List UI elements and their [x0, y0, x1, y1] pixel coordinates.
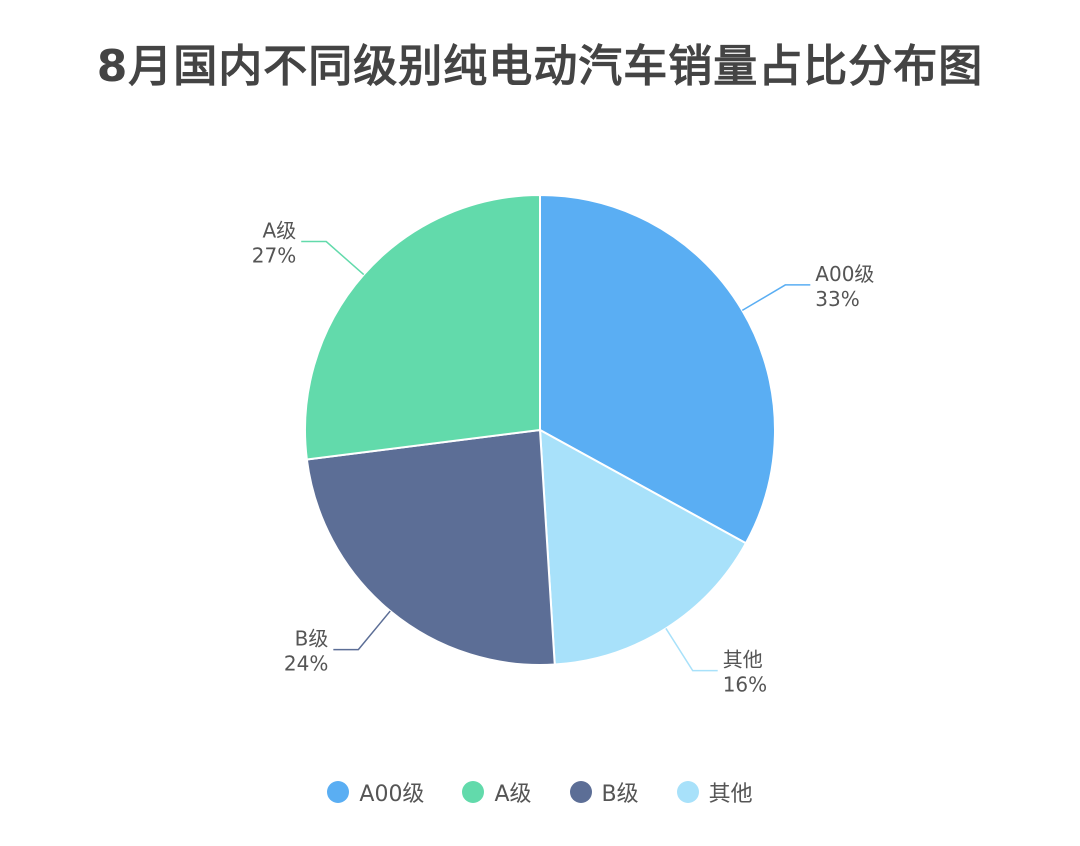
legend-marker — [676, 781, 699, 803]
legend-marker — [327, 781, 350, 803]
data-label-value: 27% — [252, 244, 296, 268]
data-label-category: 其他 — [723, 648, 763, 672]
label-line-0 — [741, 284, 811, 312]
pie-slice-0 — [539, 193, 776, 545]
legend-item[interactable]: B级 — [569, 776, 639, 808]
data-label-category: A级 — [263, 219, 297, 243]
chart-title: 8月国内不同级别纯电动汽车销量占比分布图 — [96, 41, 984, 92]
label-line-1 — [665, 628, 718, 672]
legend-marker — [462, 781, 485, 803]
data-label-value: 33% — [815, 287, 859, 311]
legend-marker — [569, 781, 592, 803]
pie-slice-2 — [305, 428, 556, 666]
legend-label: A级 — [494, 782, 532, 807]
label-line-2 — [333, 610, 391, 651]
legend-item[interactable]: A00级 — [327, 776, 424, 808]
label-line-3 — [301, 240, 365, 276]
legend-label: 其他 — [708, 782, 753, 807]
data-label-category: A00级 — [815, 262, 874, 286]
pie-slice-3 — [304, 193, 541, 461]
pie-slice-1 — [538, 428, 748, 666]
data-label-value: 24% — [284, 652, 328, 676]
legend-item[interactable]: A级 — [462, 776, 532, 808]
legend-item[interactable]: 其他 — [676, 776, 753, 808]
legend: A00级 A级 B级 其他 — [0, 776, 1080, 808]
legend-label: A00级 — [359, 782, 425, 807]
data-label-category: B级 — [295, 627, 329, 651]
data-label-value: 16% — [723, 673, 767, 697]
legend-label: B级 — [601, 782, 639, 807]
